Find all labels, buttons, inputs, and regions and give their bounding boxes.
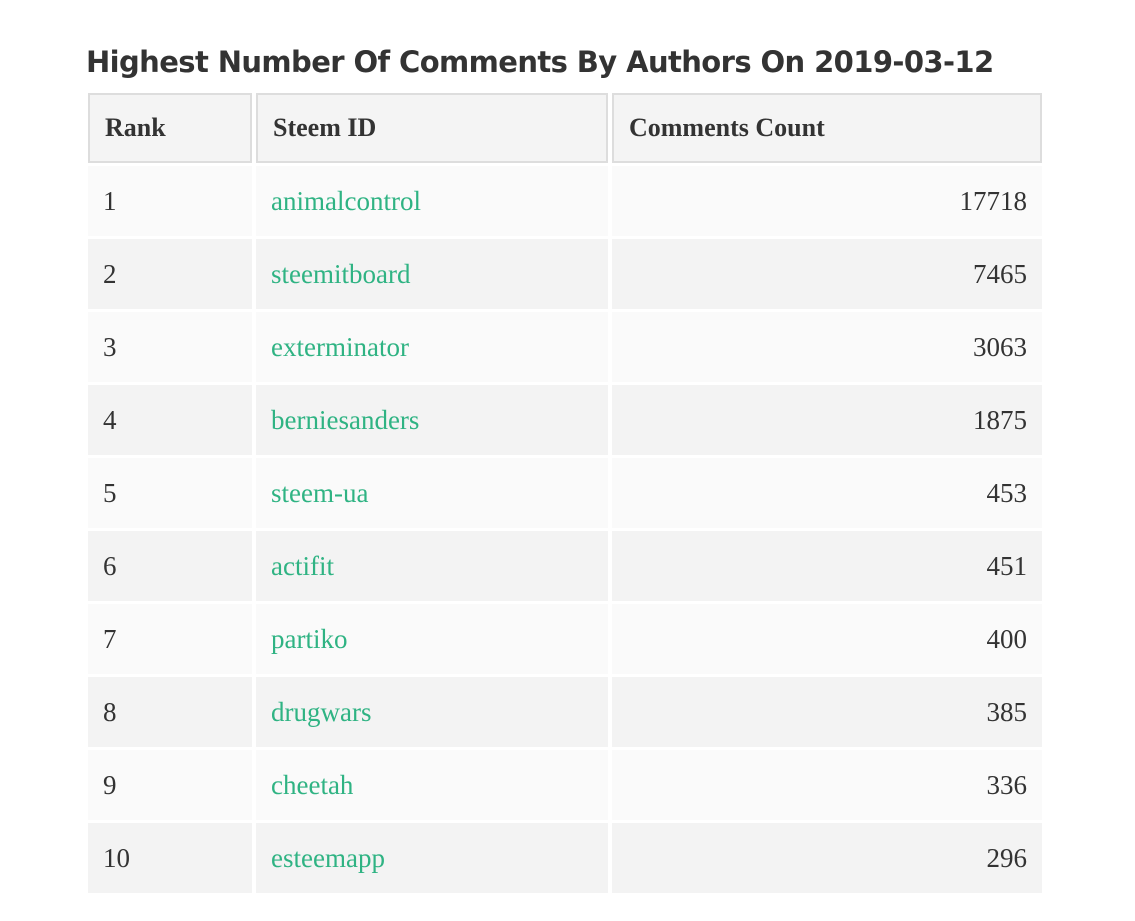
comments-count-cell: 451	[612, 531, 1042, 601]
comments-count-cell: 385	[612, 677, 1042, 747]
table-row: 5 steem-ua 453	[88, 458, 1042, 528]
comments-count-cell: 3063	[612, 312, 1042, 382]
table-head: Rank Steem ID Comments Count	[88, 93, 1042, 163]
table-row: 7 partiko 400	[88, 604, 1042, 674]
table-row: 8 drugwars 385	[88, 677, 1042, 747]
table-row: 4 berniesanders 1875	[88, 385, 1042, 455]
rank-cell: 5	[88, 458, 252, 528]
rank-cell: 10	[88, 823, 252, 893]
author-link[interactable]: animalcontrol	[271, 185, 421, 216]
comments-count-cell: 400	[612, 604, 1042, 674]
author-link[interactable]: partiko	[271, 623, 348, 654]
author-link[interactable]: drugwars	[271, 696, 372, 727]
header-row: Rank Steem ID Comments Count	[88, 93, 1042, 163]
comments-table: Rank Steem ID Comments Count 1 animalcontro…	[84, 90, 1046, 896]
author-link[interactable]: cheetah	[271, 769, 354, 800]
steem-id-cell: esteemapp	[256, 823, 608, 893]
steem-id-cell: steem-ua	[256, 458, 608, 528]
table-row: 9 cheetah 336	[88, 750, 1042, 820]
steem-id-cell: animalcontrol	[256, 166, 608, 236]
author-link[interactable]: berniesanders	[271, 404, 420, 435]
column-header: Steem ID	[256, 93, 608, 163]
rank-cell: 2	[88, 239, 252, 309]
table-row: 2 steemitboard 7465	[88, 239, 1042, 309]
table-row: 3 exterminator 3063	[88, 312, 1042, 382]
comments-count-cell: 17718	[612, 166, 1042, 236]
rank-cell: 9	[88, 750, 252, 820]
rank-cell: 8	[88, 677, 252, 747]
steem-id-cell: partiko	[256, 604, 608, 674]
comments-count-cell: 296	[612, 823, 1042, 893]
comments-count-cell: 1875	[612, 385, 1042, 455]
steem-id-cell: cheetah	[256, 750, 608, 820]
rank-cell: 4	[88, 385, 252, 455]
comments-count-cell: 453	[612, 458, 1042, 528]
comments-count-cell: 336	[612, 750, 1042, 820]
author-link[interactable]: steemitboard	[271, 258, 411, 289]
author-link[interactable]: steem-ua	[271, 477, 369, 508]
column-header: Rank	[88, 93, 252, 163]
author-link[interactable]: actifit	[271, 550, 334, 581]
steem-id-cell: steemitboard	[256, 239, 608, 309]
column-header: Comments Count	[612, 93, 1042, 163]
table-row: 10 esteemapp 296	[88, 823, 1042, 893]
steem-id-cell: exterminator	[256, 312, 608, 382]
steem-id-cell: actifit	[256, 531, 608, 601]
rank-cell: 1	[88, 166, 252, 236]
steem-id-cell: drugwars	[256, 677, 608, 747]
author-link[interactable]: exterminator	[271, 331, 409, 362]
rank-cell: 3	[88, 312, 252, 382]
table-body: 1 animalcontrol 17718 2 steemitboard 7465 3 ext…	[88, 166, 1042, 893]
page-title: Highest Number Of Comments By Authors On…	[86, 45, 994, 79]
table-row: 6 actifit 451	[88, 531, 1042, 601]
rank-cell: 6	[88, 531, 252, 601]
steem-id-cell: berniesanders	[256, 385, 608, 455]
comments-count-cell: 7465	[612, 239, 1042, 309]
author-link[interactable]: esteemapp	[271, 842, 385, 873]
table-row: 1 animalcontrol 17718	[88, 166, 1042, 236]
rank-cell: 7	[88, 604, 252, 674]
